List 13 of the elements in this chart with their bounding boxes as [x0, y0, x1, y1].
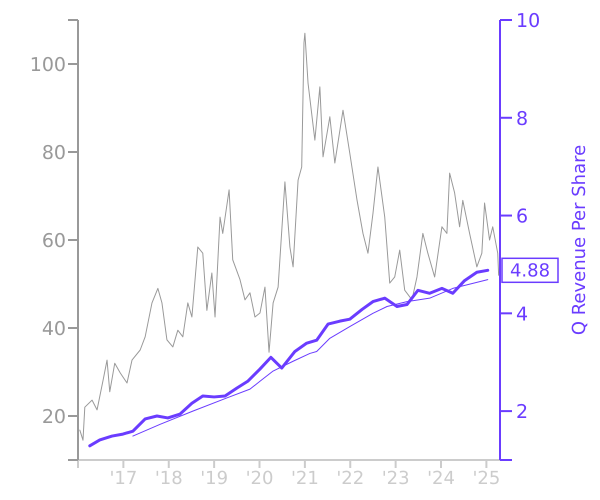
y-tick-label: 100: [30, 54, 66, 76]
y2-tick-label: 6: [516, 206, 528, 228]
y-tick-label: 40: [42, 318, 66, 340]
y2-tick-label: 4: [516, 303, 528, 326]
y2-tick-label: 8: [516, 108, 528, 130]
line-series: [88, 268, 490, 448]
y2-axis-title: Q Revenue Per Share: [569, 144, 590, 336]
y-tick-label: 80: [42, 142, 66, 164]
y-tick-label: 60: [42, 230, 66, 252]
y2-tick-label: 10: [516, 10, 540, 32]
y-tick-label: 20: [42, 406, 66, 428]
data-label: 4.88: [510, 260, 550, 282]
y2-tick-label: 2: [516, 401, 528, 424]
